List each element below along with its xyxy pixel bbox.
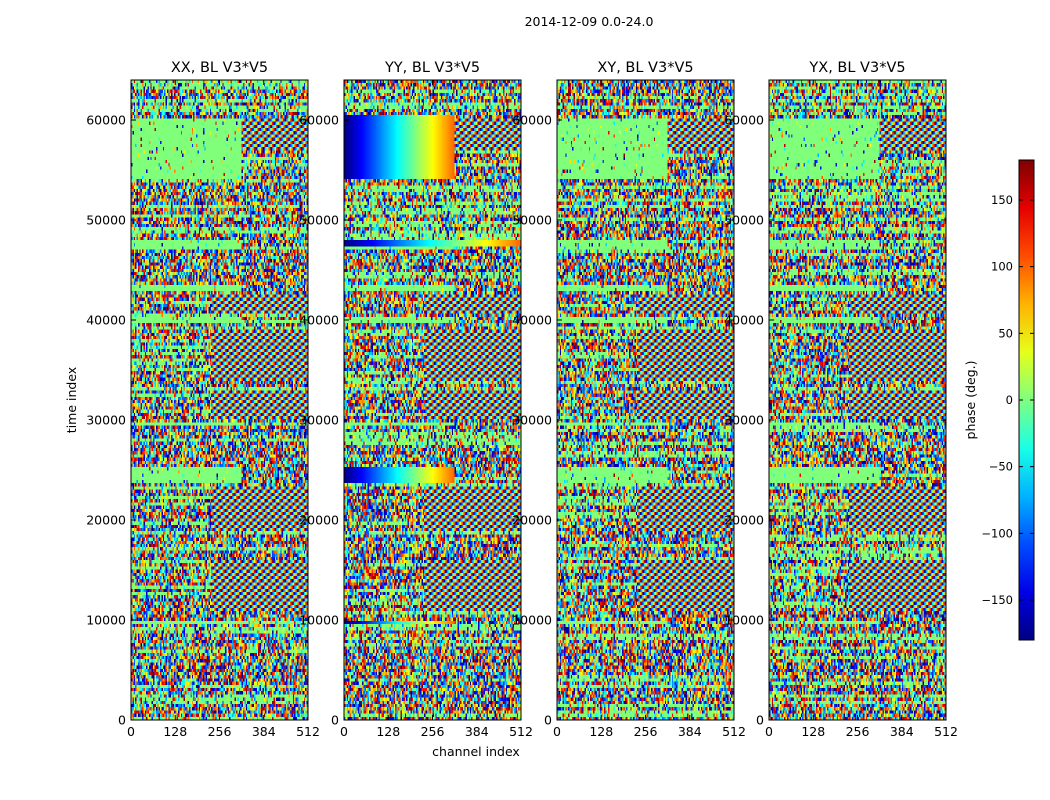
x-tick-label: 128 xyxy=(801,724,825,739)
phase-raster-1 xyxy=(344,80,521,720)
x-tick-label: 384 xyxy=(465,724,489,739)
x-axis-label: channel index xyxy=(432,744,520,759)
phase-raster-0 xyxy=(131,80,308,720)
colorbar-tick-label: 0 xyxy=(1006,393,1013,407)
y-tick-label: 50000 xyxy=(724,213,764,228)
y-tick-label: 20000 xyxy=(299,513,339,528)
colorbar-label: phase (deg.) xyxy=(963,361,978,440)
x-tick-label: 512 xyxy=(296,724,320,739)
colorbar-tick-label: 50 xyxy=(998,326,1013,340)
y-tick-label: 60000 xyxy=(724,113,764,128)
panel-title-0: XX, BL V3*V5 xyxy=(171,60,268,76)
panel-title-3: YX, BL V3*V5 xyxy=(808,60,905,76)
y-tick-label: 10000 xyxy=(512,613,552,628)
x-tick-label: 0 xyxy=(765,724,773,739)
x-tick-label: 0 xyxy=(340,724,348,739)
y-tick-label: 60000 xyxy=(86,113,126,128)
phase-raster-3 xyxy=(769,80,946,720)
colorbar-tick-label: −100 xyxy=(981,526,1013,540)
y-axis-label: time index xyxy=(64,367,79,433)
colorbar-tick-label: 150 xyxy=(991,193,1013,207)
y-tick-label: 10000 xyxy=(299,613,339,628)
panel-1: YY, BL V3*V5 0 128 256 384 512 0 10000 20000 3000… xyxy=(299,60,533,739)
y-tick-label: 30000 xyxy=(512,413,552,428)
x-tick-label: 512 xyxy=(509,724,533,739)
x-tick-label: 384 xyxy=(890,724,914,739)
y-tick-label: 30000 xyxy=(724,413,764,428)
panel-0: XX, BL V3*V5 0 128 256 384 512 0 10000 20000 3000… xyxy=(86,60,320,739)
panel-title-1: YY, BL V3*V5 xyxy=(384,60,480,76)
y-tick-label: 30000 xyxy=(86,413,126,428)
colorbar-tick-label: 100 xyxy=(991,260,1013,274)
y-tick-label: 0 xyxy=(118,713,126,728)
y-tick-label: 0 xyxy=(544,713,552,728)
y-tick-label: 0 xyxy=(756,713,764,728)
y-tick-label: 40000 xyxy=(724,313,764,328)
x-tick-label: 128 xyxy=(163,724,187,739)
x-tick-label: 256 xyxy=(421,724,445,739)
colorbar: −150 −100 −50 0 50 100 150 phase (deg.) xyxy=(963,159,1035,641)
y-tick-label: 50000 xyxy=(299,213,339,228)
phase-raster-2 xyxy=(557,80,734,720)
x-tick-label: 256 xyxy=(634,724,658,739)
y-tick-label: 50000 xyxy=(512,213,552,228)
x-tick-label: 0 xyxy=(127,724,135,739)
y-tick-label: 20000 xyxy=(724,513,764,528)
x-tick-label: 512 xyxy=(934,724,958,739)
panel-2: XY, BL V3*V5 0 128 256 384 512 0 10000 20000 3000… xyxy=(512,60,746,739)
y-tick-label: 50000 xyxy=(86,213,126,228)
y-tick-label: 20000 xyxy=(512,513,552,528)
y-tick-label: 20000 xyxy=(86,513,126,528)
panels-group: XX, BL V3*V5 0 128 256 384 512 0 10000 20000 3000… xyxy=(86,60,958,739)
x-tick-label: 384 xyxy=(678,724,702,739)
x-tick-label: 384 xyxy=(252,724,276,739)
figure-suptitle: 2014-12-09 0.0-24.0 xyxy=(525,14,654,29)
panel-title-2: XY, BL V3*V5 xyxy=(597,60,693,76)
y-tick-label: 60000 xyxy=(512,113,552,128)
y-tick-label: 10000 xyxy=(724,613,764,628)
colorbar-tick-label: −50 xyxy=(989,460,1013,474)
colorbar-gradient xyxy=(1019,160,1034,640)
y-tick-label: 30000 xyxy=(299,413,339,428)
colorbar-tick-label: −150 xyxy=(981,593,1013,607)
panel-3: YX, BL V3*V5 0 128 256 384 512 0 10000 20000 3000… xyxy=(724,60,958,739)
y-tick-label: 60000 xyxy=(299,113,339,128)
x-tick-label: 128 xyxy=(376,724,400,739)
y-tick-label: 40000 xyxy=(512,313,552,328)
y-tick-label: 40000 xyxy=(86,313,126,328)
x-tick-label: 0 xyxy=(553,724,561,739)
x-tick-label: 512 xyxy=(722,724,746,739)
y-tick-label: 0 xyxy=(331,713,339,728)
x-tick-label: 128 xyxy=(589,724,613,739)
y-tick-label: 10000 xyxy=(86,613,126,628)
x-tick-label: 256 xyxy=(846,724,870,739)
y-tick-label: 40000 xyxy=(299,313,339,328)
x-tick-label: 256 xyxy=(208,724,232,739)
